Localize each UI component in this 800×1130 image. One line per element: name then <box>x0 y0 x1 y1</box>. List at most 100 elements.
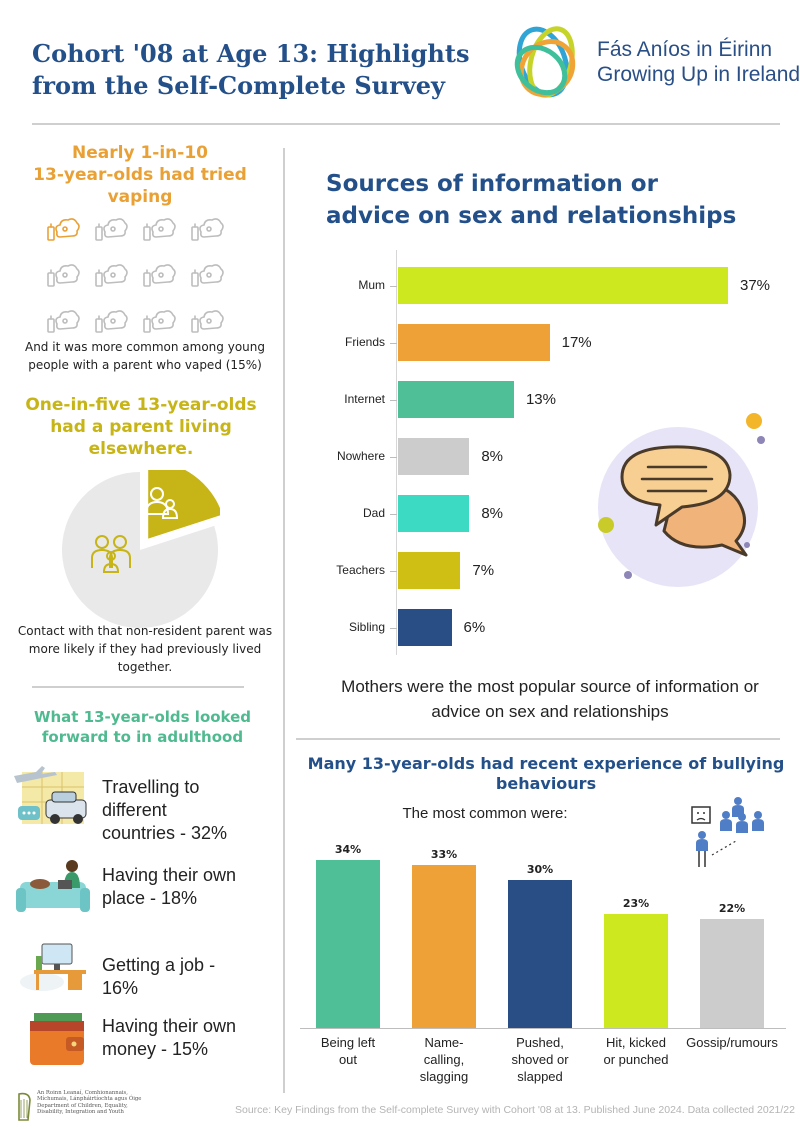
source-bar-internet <box>398 381 514 418</box>
rings-logo-icon <box>514 26 576 98</box>
wish-travel-line2: countries - 32% <box>102 823 228 843</box>
parent-heading: One-in-five 13-year-olds had a parent li… <box>10 394 272 460</box>
vaping-heading-line3: vaping <box>107 187 173 207</box>
source-category-label: Sibling <box>348 619 385 634</box>
source-category-label: Nowhere <box>336 448 385 463</box>
source-tick <box>390 570 397 572</box>
vaping-heading: Nearly 1-in-10 13-year-olds had tried va… <box>10 142 270 208</box>
sources-bar-chart: Mum 37% Friends 17% Internet 13% Nowhere 8% Dad 8… <box>300 250 780 660</box>
bullying-category-line: slapped <box>517 1069 563 1084</box>
page-title-text: Cohort '08 at Age 13: Highlights from th… <box>32 39 470 100</box>
source-value-label: 13% <box>525 390 556 408</box>
bullying-value-label: 22% <box>718 902 746 916</box>
bullying-category-line: Being left <box>320 1035 376 1050</box>
bullying-category-line: shoved or <box>511 1052 569 1067</box>
wish-job-line1: Getting a job - 16% <box>102 955 216 998</box>
wallet-icon <box>30 1013 84 1065</box>
source-tick <box>390 456 397 458</box>
source-category-label: Mum <box>358 277 385 292</box>
bullying-people-icon <box>691 797 764 867</box>
source-bar-friends <box>398 324 550 361</box>
bullying-category-line: Name- <box>424 1035 464 1050</box>
vape-icon <box>143 218 176 241</box>
source-category-label: Dad <box>362 505 385 520</box>
bullying-category-label: Gossip/rumours <box>682 1034 782 1051</box>
adulthood-heading-line2: forward to in adulthood <box>41 728 244 746</box>
bullying-category-line: or punched <box>603 1052 669 1067</box>
wish-money: Having their own money - 15% <box>12 1005 252 1075</box>
sources-note-line2: advice on sex and relationships <box>431 702 669 721</box>
bullying-subtitle: The most common were: <box>402 805 568 822</box>
logo-english-name: Growing Up in Ireland <box>597 63 800 86</box>
source-value-label: 8% <box>481 447 504 465</box>
bullying-category-label: Pushed, shoved or slapped <box>490 1034 590 1085</box>
bullying-x-axis <box>300 1028 786 1029</box>
vape-icon <box>47 310 80 333</box>
dept-line3: Department of Children, Equality, <box>37 1102 128 1109</box>
vape-icon <box>95 310 128 333</box>
bullying-category-line: slagging <box>419 1069 469 1084</box>
bullying-title-line1: Many 13-year-olds had recent experience … <box>307 754 785 773</box>
sources-y-axis <box>396 250 397 655</box>
wish-travel: Travelling to different countries - 32% <box>12 762 252 843</box>
bullying-bar <box>412 864 476 1028</box>
adulthood-heading: What 13-year-olds looked forward to in a… <box>10 707 275 747</box>
wish-travel-line1: Travelling to different <box>102 777 200 820</box>
vape-icon <box>47 218 80 241</box>
bullying-bar-chart: 34% Being left out 33% Name-calling, slagging… <box>300 840 790 1090</box>
bullying-category-line: Hit, kicked <box>606 1035 666 1050</box>
source-bar-dad <box>398 495 470 532</box>
bullying-category-label: Hit, kicked or punched <box>586 1034 686 1068</box>
travel-icon <box>14 766 87 824</box>
bullying-value-label: 23% <box>622 897 650 911</box>
bullying-title-line2: behaviours <box>495 774 597 793</box>
parent-note: Contact with that non-resident parent wa… <box>10 622 280 676</box>
department-logo: An Roinn Leanaí, Comhionannais, Míchumai… <box>15 1090 215 1126</box>
source-bar-mum <box>398 267 728 304</box>
growing-up-in-ireland-logo: Fás Aníos in Éirinn Growing Up in Irelan… <box>505 20 800 105</box>
header-divider <box>32 123 780 125</box>
vape-icon <box>143 264 176 287</box>
page-title: Cohort '08 at Age 13: Highlights from th… <box>32 38 502 102</box>
bullying-category-line: out <box>338 1052 358 1067</box>
vaping-heading-line2: 13-year-olds had tried <box>33 165 247 185</box>
source-value-label: 6% <box>463 618 486 636</box>
sofa-icon <box>16 860 90 912</box>
sources-chart-title: Sources of information or advice on sex … <box>326 168 736 232</box>
pie-slice-together <box>62 472 219 628</box>
vape-icon <box>191 264 224 287</box>
source-tick <box>390 342 397 344</box>
parent-note-line2: more likely if they had previously lived <box>28 642 262 656</box>
vaping-note: And it was more common among young peopl… <box>10 338 280 374</box>
column-divider <box>283 148 285 1093</box>
bullying-bar <box>508 879 572 1028</box>
sources-title-line1: Sources of information or <box>326 171 658 197</box>
vape-icon <box>47 264 80 287</box>
parent-note-line1: Contact with that non-resident parent wa… <box>17 624 273 638</box>
bullying-category-label: Name-calling, slagging <box>394 1034 494 1085</box>
wish-own-place-label: Having their own place - 18% <box>102 864 236 910</box>
vape-icon-grid <box>40 215 240 335</box>
wish-money-line2: money - 15% <box>102 1039 209 1059</box>
source-note: Source: Key Findings from the Self-compl… <box>235 1104 795 1116</box>
vape-icon <box>95 218 128 241</box>
left-divider <box>32 686 244 688</box>
source-value-label: 17% <box>561 333 592 351</box>
bullying-value-label: 33% <box>430 847 458 861</box>
source-tick <box>390 627 397 629</box>
bullying-bar <box>316 860 380 1028</box>
bullying-category-line: Pushed, <box>516 1035 564 1050</box>
source-category-label: Internet <box>344 391 385 406</box>
source-bar-nowhere <box>398 438 470 475</box>
parent-note-line3: together. <box>117 660 173 674</box>
pie-slice-elsewhere <box>148 470 220 539</box>
source-category-label: Friends <box>344 334 385 349</box>
department-name: An Roinn Leanaí, Comhionannais, Míchumai… <box>37 1090 217 1116</box>
source-value-label: 37% <box>740 276 771 294</box>
source-category-label: Teachers <box>336 562 385 577</box>
bullying-category-label: Being left out <box>298 1034 398 1068</box>
parent-heading-line3: elsewhere. <box>88 439 194 459</box>
source-tick <box>390 513 397 515</box>
dept-line2: Míchumais, Lánpháirtíochta agus Óige <box>37 1096 142 1103</box>
right-divider <box>296 738 780 740</box>
